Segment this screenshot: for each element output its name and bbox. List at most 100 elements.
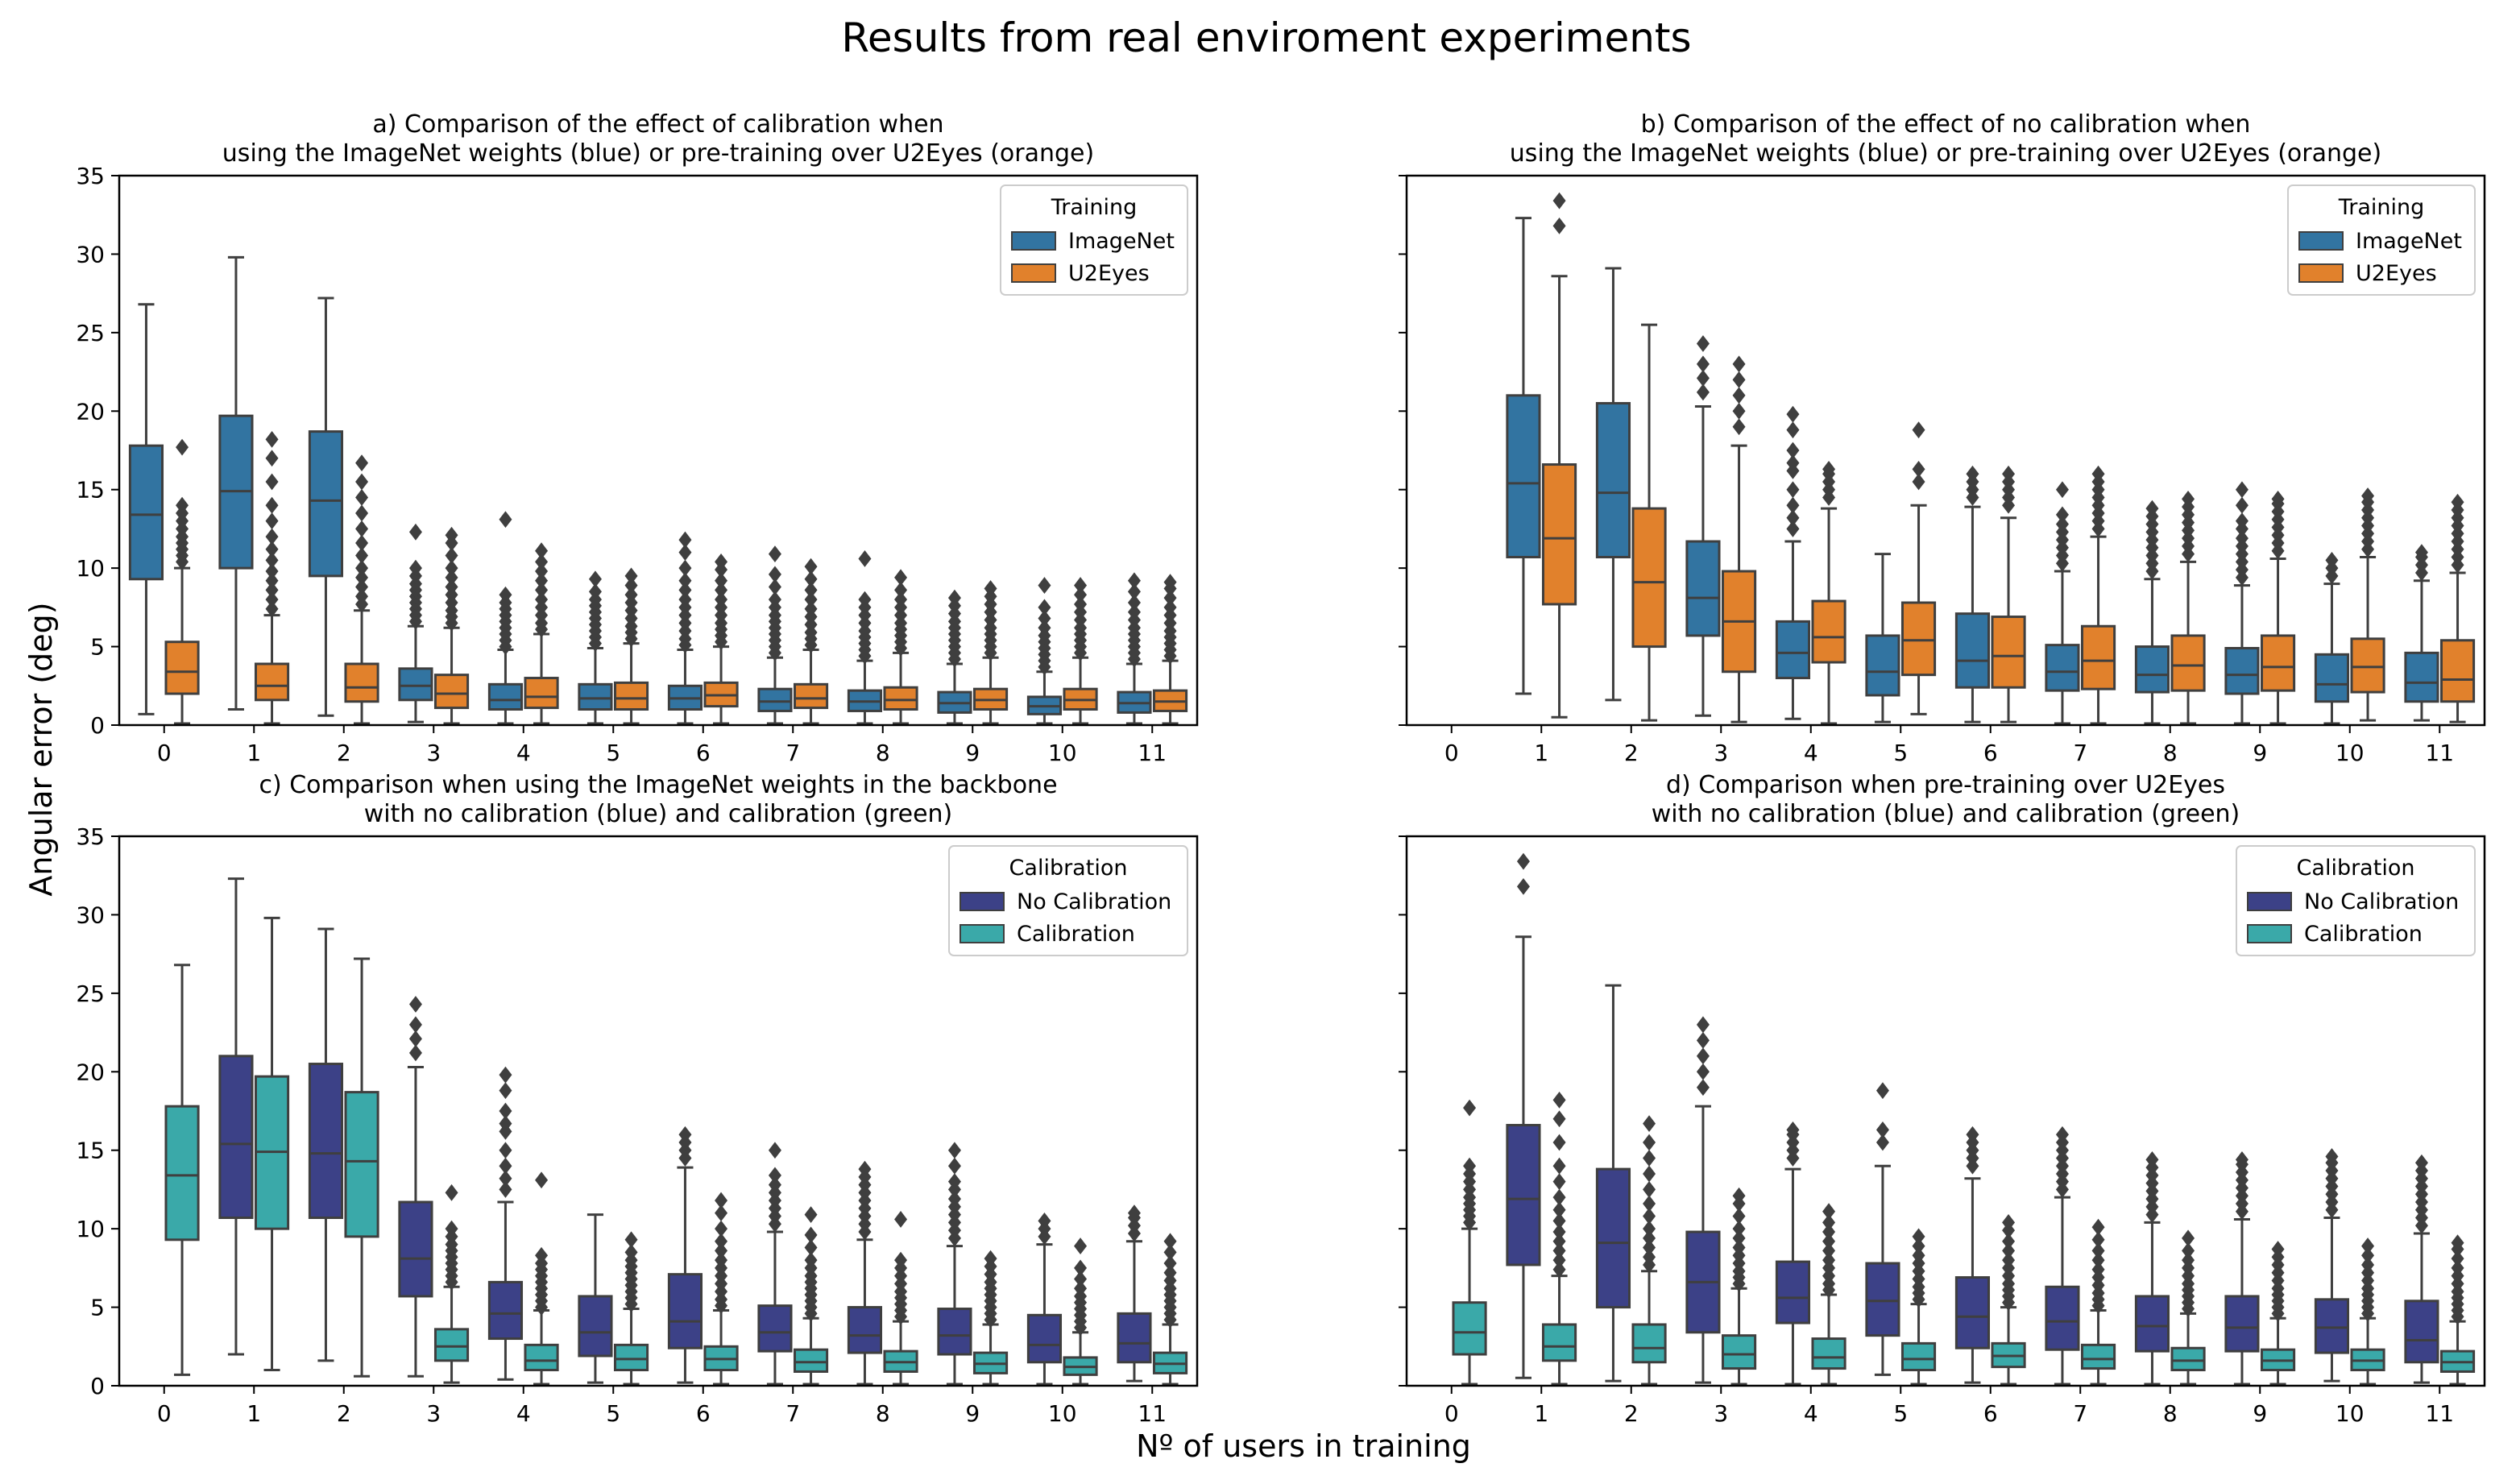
axes-frame [118, 174, 1199, 727]
box-no_calibration-7 [757, 1142, 793, 1386]
box-body [433, 1328, 470, 1362]
outlier-point [499, 1066, 512, 1084]
outlier-point [265, 600, 279, 618]
outlier-point [535, 553, 549, 570]
legend: Training ImageNet U2Eyes [1000, 184, 1188, 296]
box-body [578, 682, 613, 711]
axes-frame [1405, 835, 2486, 1387]
box-u2eyes-4 [1811, 460, 1846, 725]
box-imagenet-1 [218, 255, 254, 711]
box-imagenet-9 [2224, 481, 2260, 725]
outlier-point [1966, 1126, 1979, 1143]
box-imagenet-6 [1954, 465, 1991, 723]
panel-title-line2: using the ImageNet weights (blue) or pre… [222, 139, 1094, 168]
box-imagenet-3 [1685, 335, 1721, 717]
box-body [1595, 1167, 1631, 1309]
box-u2eyes-2 [1631, 323, 1667, 722]
outlier-point [1552, 1251, 1566, 1269]
box-body [1954, 1276, 1991, 1349]
outlier-point [1875, 1134, 1889, 1151]
outlier-point [535, 1171, 549, 1189]
legend-frame [948, 845, 1188, 956]
outlier-point [1732, 1220, 1746, 1237]
box-calibration-10 [2350, 1237, 2385, 1386]
outlier-point [1786, 421, 1800, 439]
outlier-point [355, 587, 369, 605]
box-no_calibration-11 [1117, 1204, 1152, 1383]
box-body [757, 1304, 793, 1353]
box-body [2224, 647, 2260, 695]
x-tick-label: 6 [696, 740, 711, 766]
box-imagenet-9 [937, 589, 972, 725]
outlier-point [1732, 402, 1746, 420]
box-body [578, 1295, 613, 1358]
outlier-point [624, 1243, 638, 1261]
outlier-point [1696, 1047, 1710, 1065]
outlier-point [2271, 1241, 2285, 1258]
outlier-point [1074, 595, 1088, 613]
x-tick-label: 1 [1534, 740, 1548, 766]
outlier-point [2182, 1251, 2195, 1269]
box-imagenet-10 [1026, 577, 1063, 725]
x-tick-label: 10 [1048, 1400, 1077, 1427]
outlier-point [1822, 1213, 1836, 1231]
outlier-point [535, 562, 549, 580]
box-body [164, 1105, 200, 1242]
box-body [757, 687, 793, 712]
outlier-point [1163, 1243, 1177, 1261]
outlier-point [1163, 1233, 1177, 1250]
outlier-point [1163, 574, 1177, 591]
outlier-point [947, 589, 961, 607]
box-body [1452, 1301, 1487, 1356]
box-u2eyes-10 [1063, 577, 1098, 725]
outlier-point [1786, 454, 1800, 471]
box-body [1685, 540, 1721, 637]
outlier-point [894, 1211, 908, 1228]
box-imagenet-3 [398, 523, 433, 723]
box-body [2045, 1285, 2080, 1351]
box-body [1506, 394, 1541, 559]
outlier-point [1696, 1079, 1710, 1097]
outlier-point [2451, 1250, 2464, 1267]
outlier-point [2091, 1231, 2105, 1249]
outlier-point [499, 511, 512, 529]
box-u2eyes-3 [433, 526, 470, 725]
outlier-point [355, 473, 369, 491]
outlier-point [2235, 512, 2249, 530]
outlier-point [1074, 1259, 1088, 1277]
x-tick-label: 5 [606, 1400, 620, 1427]
box-calibration-8 [883, 1211, 918, 1386]
x-tick-label: 10 [2336, 740, 2365, 766]
box-calibration-10 [1063, 1237, 1098, 1386]
x-tick-label: 9 [965, 740, 980, 766]
box-body [254, 662, 290, 702]
box-body [1811, 599, 1846, 664]
outlier-point [2182, 491, 2195, 508]
box-u2eyes-1 [254, 430, 290, 725]
outlier-point [2055, 506, 2069, 524]
outlier-point [1875, 1121, 1889, 1138]
outlier-point [1552, 1201, 1566, 1219]
box-u2eyes-9 [2260, 491, 2296, 725]
legend-title: Calibration [1009, 856, 1128, 881]
box-imagenet-6 [667, 531, 703, 725]
box-no_calibration-6 [1954, 1126, 1991, 1384]
legend-entry-label: ImageNet [1068, 229, 1175, 254]
y-tick-label: 25 [76, 320, 105, 346]
box-body [1865, 1262, 1900, 1337]
outlier-point [499, 1102, 512, 1120]
box-body [2404, 651, 2439, 703]
box-body [2314, 1298, 2350, 1354]
outlier-point [265, 496, 279, 514]
box-imagenet-5 [1865, 553, 1900, 723]
outlier-point [624, 577, 638, 594]
box-body [2080, 624, 2116, 690]
box-no_calibration-7 [2045, 1126, 2080, 1386]
outlier-point [1552, 1261, 1566, 1279]
outlier-point [1786, 496, 1800, 514]
box-body [2134, 1295, 2170, 1353]
box-no_calibration-10 [1026, 1213, 1063, 1386]
outlier-point [1696, 355, 1710, 373]
x-tick-label: 5 [1893, 1400, 1908, 1427]
outlier-point [265, 528, 279, 545]
